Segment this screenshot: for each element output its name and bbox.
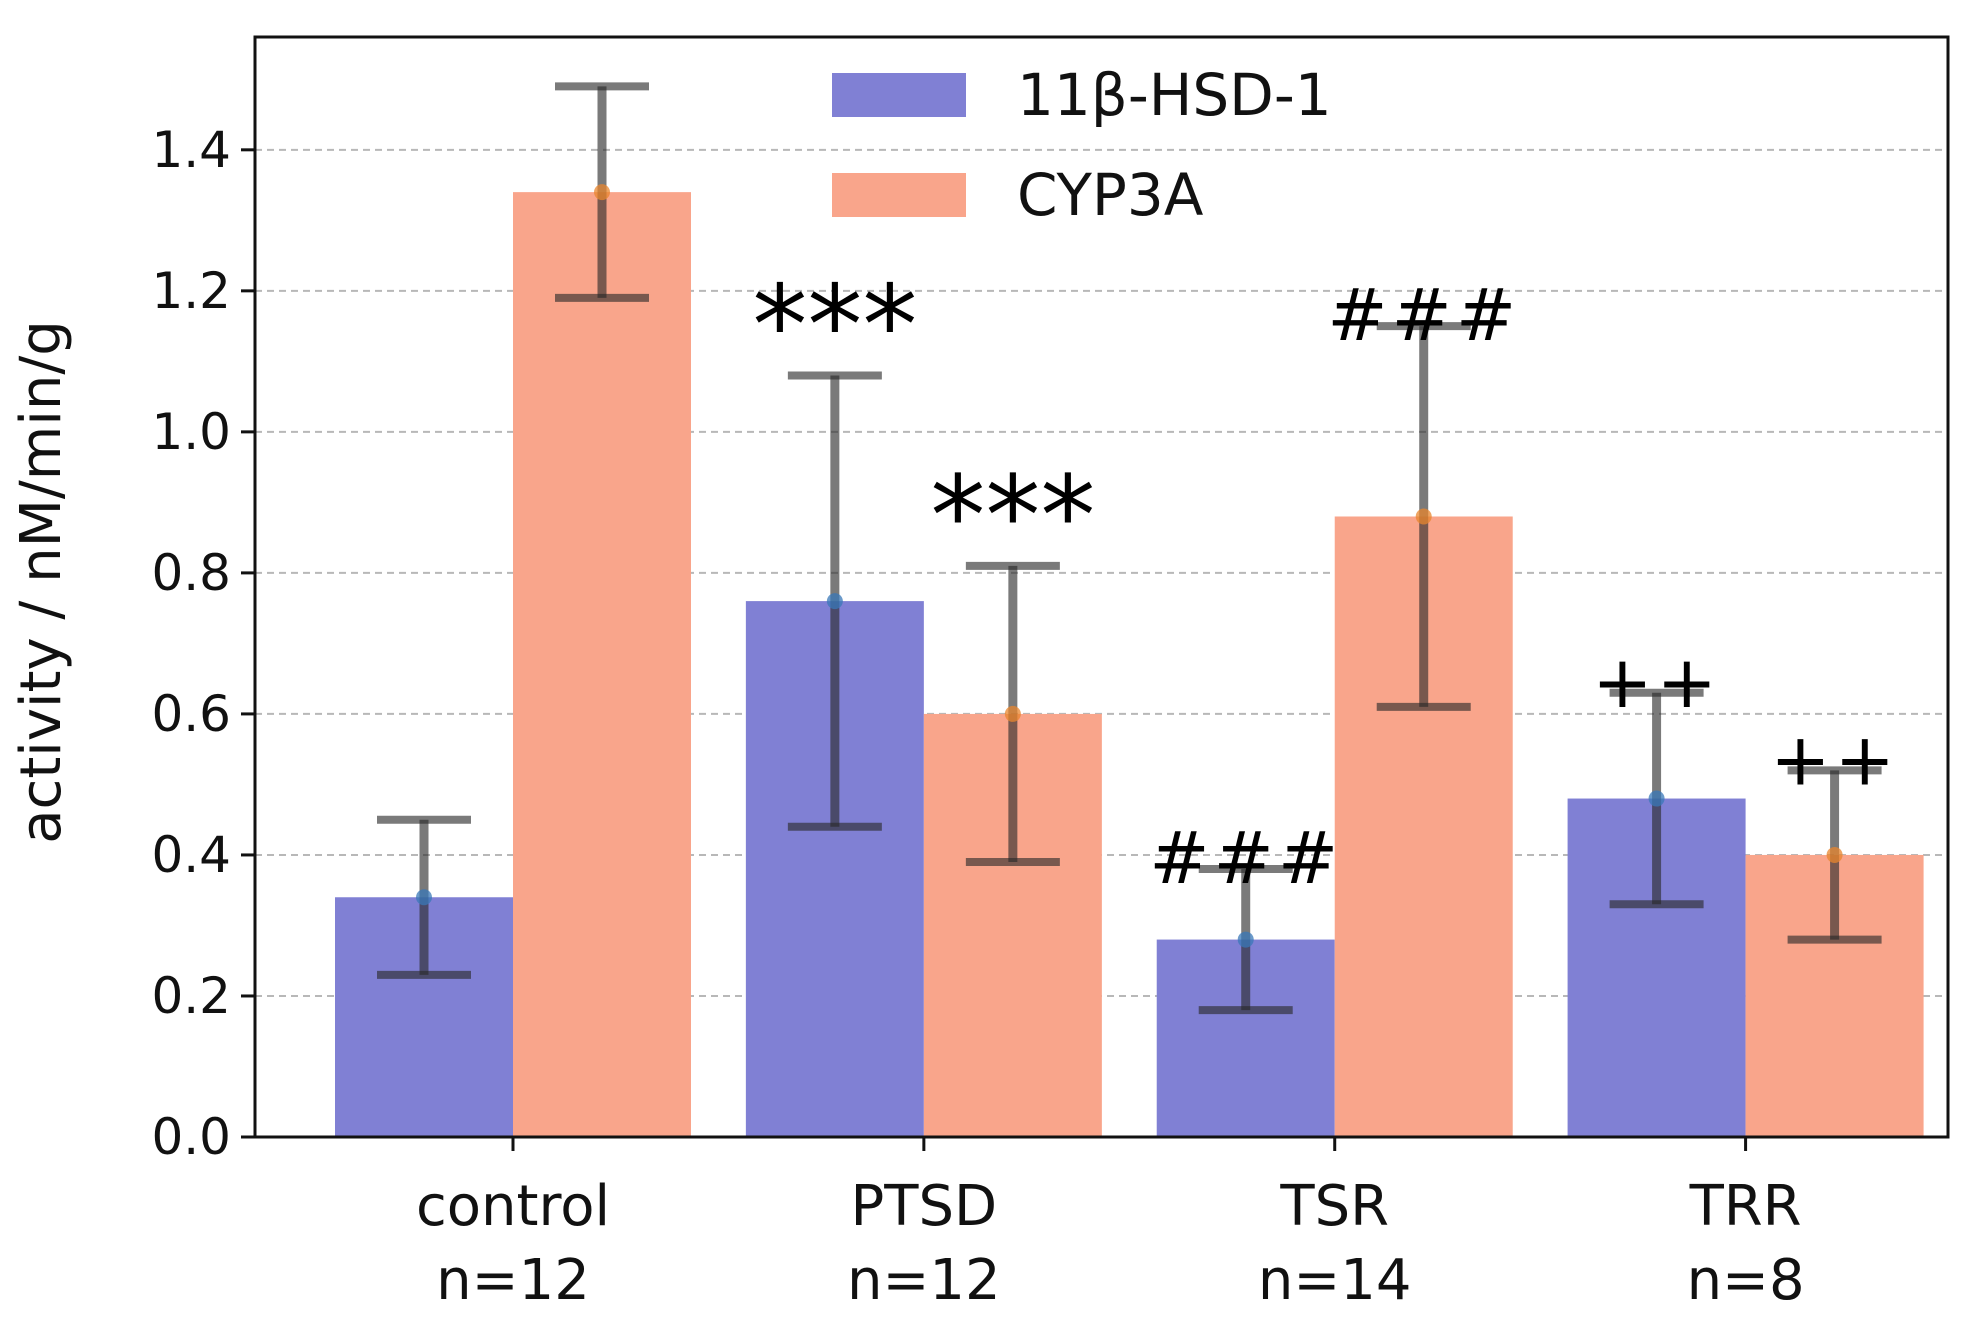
y-tick-label: 0.4 <box>151 826 231 884</box>
y-tick-label: 1.2 <box>151 262 231 320</box>
y-tick-label: 1.4 <box>151 121 231 179</box>
bars <box>335 192 1924 1138</box>
significance-marker: ### <box>1149 816 1342 900</box>
bar-control-cyp3a <box>513 192 691 1138</box>
significance-marker: *** <box>930 452 1095 580</box>
significance-marker: ### <box>1327 273 1520 357</box>
mean-marker <box>826 593 843 610</box>
y-tick-label: 1.0 <box>151 403 231 461</box>
y-tick-label: 0.6 <box>151 685 231 743</box>
mean-marker <box>1415 508 1432 525</box>
y-tick-label: 0.2 <box>151 967 231 1025</box>
x-tick-sublabel-n: n=12 <box>436 1248 590 1313</box>
x-tick-label-PTSD: PTSD <box>851 1174 998 1239</box>
legend: 11β-HSD-1 CYP3A <box>832 61 1332 229</box>
x-tick-label-TSR: TSR <box>1279 1174 1389 1239</box>
y-axis-title: activity / nM/min/g <box>9 320 74 844</box>
mean-marker <box>1648 790 1665 807</box>
error-bars <box>377 82 1882 1015</box>
significance-marker: ++ <box>1770 717 1899 801</box>
x-tick-sublabel-n: n=8 <box>1687 1248 1805 1313</box>
mean-marker <box>1826 846 1843 863</box>
x-tick-label-control: control <box>416 1174 610 1239</box>
x-tick-label-TRR: TRR <box>1689 1174 1802 1239</box>
y-tick-label: 0.0 <box>151 1108 231 1166</box>
x-tick-sublabel-n: n=14 <box>1258 1248 1412 1313</box>
mean-marker <box>416 889 432 906</box>
mean-marker <box>1237 931 1254 948</box>
significance-annotations: ****** ### ### ++ ++ <box>752 261 1899 900</box>
legend-swatch-cyp3a <box>832 173 966 217</box>
y-tick-label: 0.8 <box>151 544 231 602</box>
legend-swatch-hsd1 <box>832 73 966 117</box>
legend-label-cyp3a: CYP3A <box>1017 161 1204 229</box>
mean-marker <box>1004 705 1021 722</box>
mean-marker <box>594 184 610 201</box>
x-tick-sublabel-n: n=12 <box>847 1248 1001 1313</box>
significance-marker: ++ <box>1592 640 1721 724</box>
plot-frame <box>253 35 1950 1139</box>
legend-label-hsd1: 11β-HSD-1 <box>1017 61 1332 129</box>
axis-ticks: 0.0 0.2 0.4 0.6 0.8 1.0 1.2 1.4 control n=12 PTSD n… <box>151 121 1804 1313</box>
significance-marker: *** <box>752 261 917 389</box>
